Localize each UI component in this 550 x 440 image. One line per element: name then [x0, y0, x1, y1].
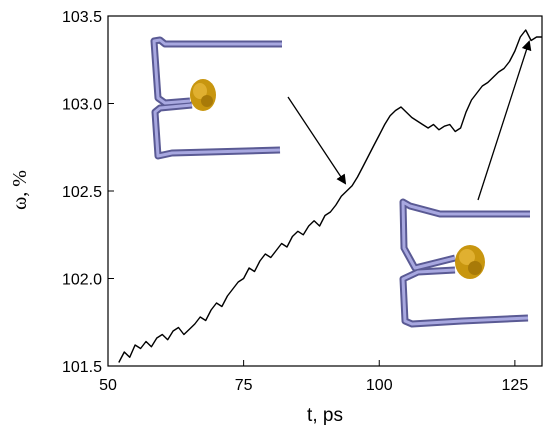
arrow-to-end — [477, 40, 532, 201]
y-tick-label: 103.5 — [62, 9, 102, 26]
x-tick-label: 125 — [502, 377, 529, 394]
x-tick-label: 50 — [99, 377, 117, 394]
x-axis-ticks: 50 75 100 125 — [99, 360, 528, 394]
y-tick-label: 102.0 — [62, 272, 102, 289]
x-tick-label: 100 — [366, 377, 393, 394]
y-tick-label: 102.5 — [62, 184, 102, 201]
plot-frame — [107, 15, 543, 367]
y-axis-label: ω, % — [9, 170, 31, 210]
y-axis-ticks: 101.5 102.0 102.5 103.0 103.5 — [62, 9, 114, 376]
inset-structure-after — [399, 198, 530, 328]
data-series-line — [118, 29, 542, 363]
arrow-to-midpoint — [287, 96, 347, 185]
y-tick-label: 101.5 — [62, 359, 102, 376]
y-tick-label: 103.0 — [62, 97, 102, 114]
inset-structure-before — [150, 36, 282, 160]
x-tick-label: 75 — [235, 377, 253, 394]
x-axis-label: t, ps — [307, 405, 343, 426]
